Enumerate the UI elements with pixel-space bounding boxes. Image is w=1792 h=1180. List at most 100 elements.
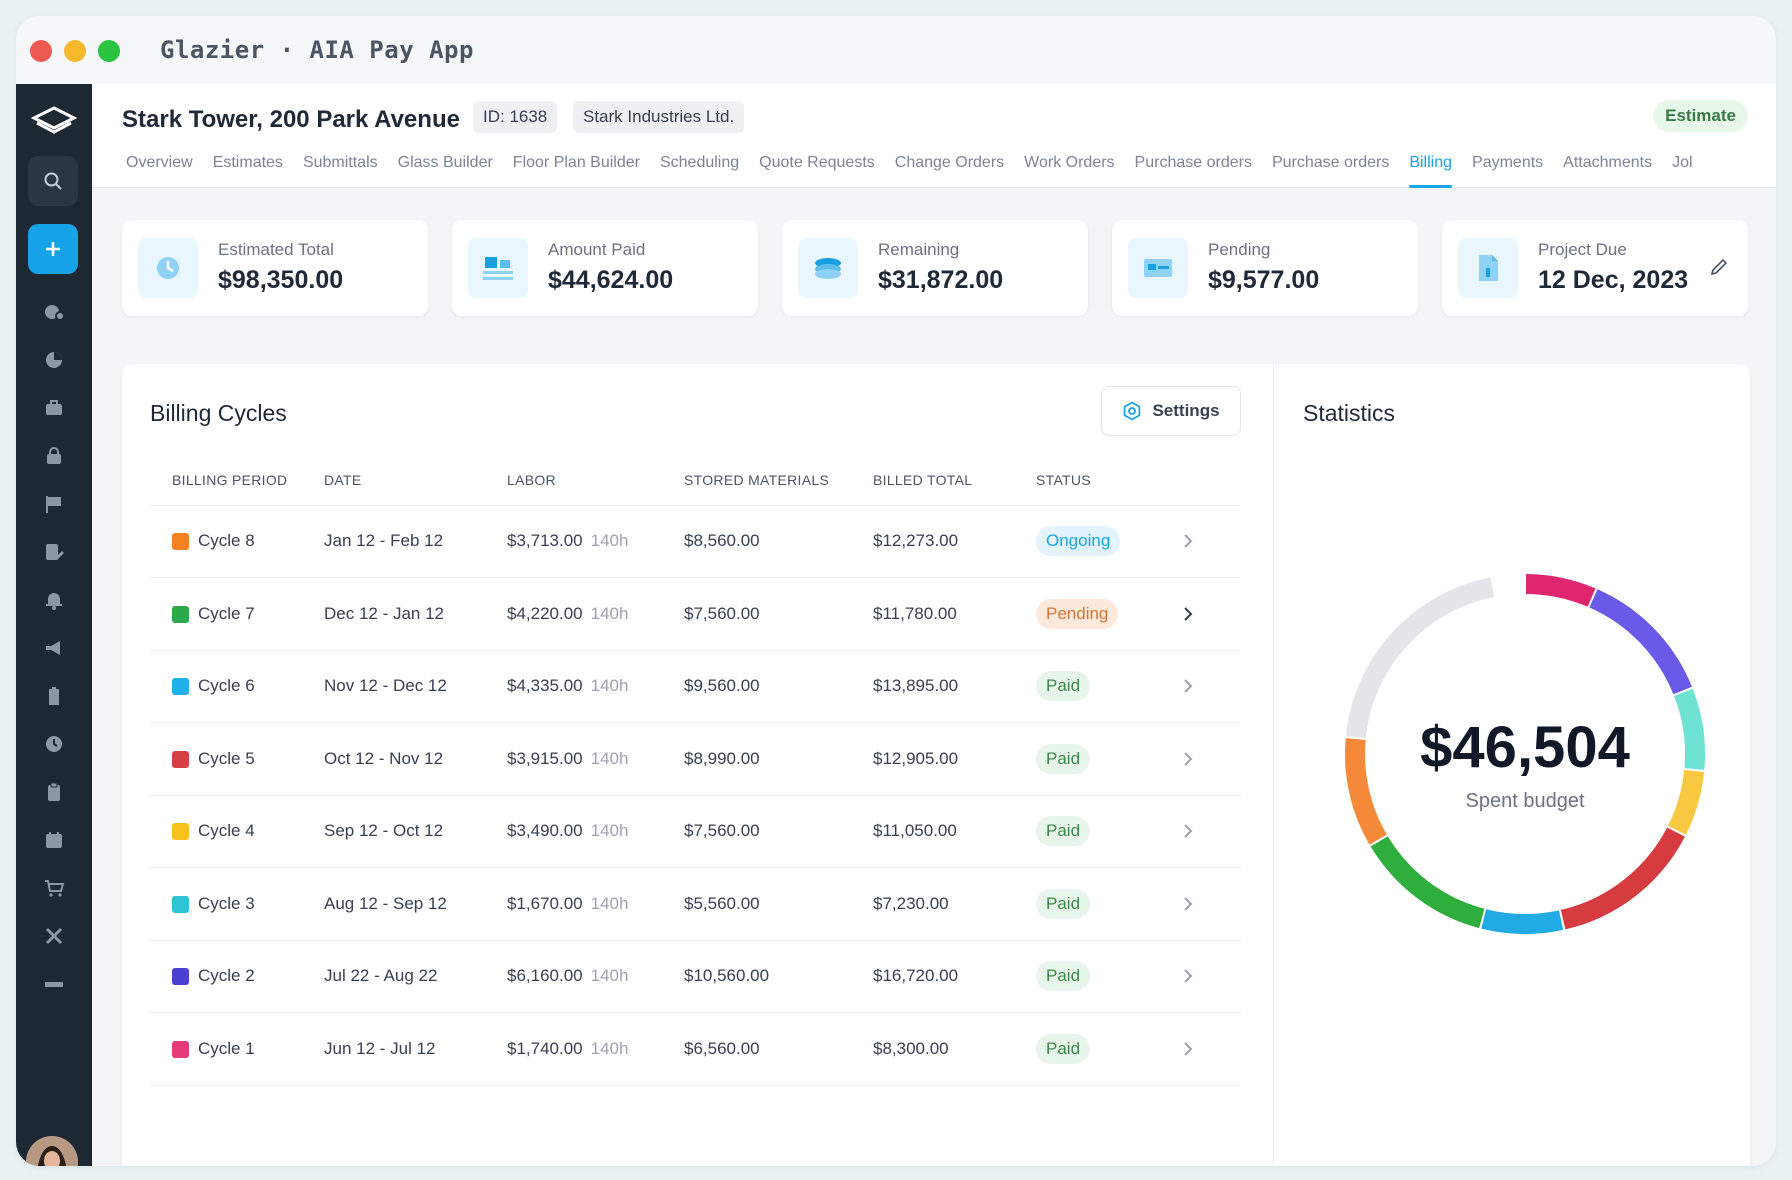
- table-row[interactable]: Cycle 1 Jun 12 - Jul 12 $1,740.00 140h $6,56…: [150, 1014, 1241, 1086]
- clock-icon: [46, 736, 62, 752]
- cycle-color-swatch: [172, 823, 189, 840]
- labor-amount: $3,713.00: [507, 531, 583, 550]
- sidebar-item-building[interactable]: [42, 684, 66, 708]
- table-row[interactable]: Cycle 8 Jan 12 - Feb 12 $3,713.00 140h $8,56…: [150, 506, 1241, 578]
- tab-scheduling[interactable]: Scheduling: [659, 154, 740, 171]
- tab-attachments[interactable]: Attachments: [1563, 154, 1653, 171]
- settings-button[interactable]: Settings: [1101, 386, 1241, 436]
- sidebar-item-orders[interactable]: [42, 876, 66, 900]
- close-window-button[interactable]: [30, 40, 52, 62]
- labor-cell: $4,335.00 140h: [507, 676, 628, 696]
- tab-submittals[interactable]: Submittals: [302, 154, 378, 171]
- chevron-right-icon[interactable]: [1180, 677, 1196, 695]
- labor-amount: $3,915.00: [507, 748, 583, 768]
- summary-cards: Estimated Total $98,350.00 Amount Paid $…: [122, 220, 1750, 316]
- billed-total: $11,780.00: [873, 603, 957, 623]
- col-status[interactable]: STATUS: [1036, 472, 1091, 488]
- tab-change-orders[interactable]: Change Orders: [894, 154, 1005, 171]
- sidebar-item-reports[interactable]: [42, 348, 66, 372]
- sidebar-item-milestones[interactable]: [42, 492, 66, 516]
- cycle-name: Cycle 6: [198, 676, 255, 695]
- tab-glass-builder[interactable]: Glass Builder: [397, 154, 493, 171]
- tab-quote-requests[interactable]: Quote Requests: [759, 154, 875, 171]
- col-billing-period[interactable]: BILLING PERIOD: [172, 472, 288, 488]
- card-label: Amount Paid: [548, 240, 646, 259]
- briefcase-icon: [46, 400, 62, 415]
- document-icon: [1458, 238, 1518, 298]
- tab-purchase-orders[interactable]: Purchase orders: [1134, 154, 1252, 171]
- maximize-window-button[interactable]: [98, 40, 120, 62]
- donut-segment-1[interactable]: [1525, 574, 1596, 607]
- col-stored-materials[interactable]: STORED MATERIALS: [684, 472, 830, 488]
- tab-purchase-orders-2[interactable]: Purchase orders: [1271, 154, 1390, 171]
- cycle-name: Cycle 2: [198, 966, 255, 985]
- statistics-title: Statistics: [1303, 400, 1396, 426]
- project-title: Stark Tower, 200 Park Avenue: [122, 106, 460, 133]
- cycle-date: Sep 12 - Oct 12: [324, 821, 444, 840]
- user-avatar[interactable]: [26, 1136, 78, 1166]
- donut-segment-7[interactable]: [1370, 836, 1485, 929]
- sidebar-item-documents[interactable]: [42, 540, 66, 564]
- cycle-name: Cycle 4: [198, 821, 255, 840]
- cycle-name: Cycle 5: [198, 748, 255, 768]
- col-date[interactable]: DATE: [324, 472, 362, 488]
- cycle-date: Jun 12 - Jul 12: [324, 1038, 436, 1058]
- table-row[interactable]: Cycle 3 Aug 12 - Sep 12 $1,670.00 140h $5,56…: [150, 869, 1241, 941]
- sidebar-item-announcements[interactable]: [42, 636, 66, 660]
- logo-icon[interactable]: [28, 102, 80, 142]
- company-chip[interactable]: Stark Industries Ltd.: [573, 101, 745, 133]
- sidebar-item-tasks[interactable]: [42, 780, 66, 804]
- donut-segment-3[interactable]: [1674, 688, 1705, 770]
- megaphone-icon: [46, 641, 60, 655]
- donut-segment-4[interactable]: [1667, 769, 1705, 835]
- tab-billing[interactable]: Billing: [1409, 148, 1452, 188]
- table-row[interactable]: Cycle 4 Sep 12 - Oct 12 $3,490.00 140h $7,56…: [150, 796, 1241, 868]
- sidebar-item-shop[interactable]: [42, 444, 66, 468]
- tab-overview[interactable]: Overview: [126, 154, 193, 171]
- card-label: Remaining: [878, 240, 960, 259]
- chevron-right-icon[interactable]: [1180, 822, 1196, 840]
- sidebar-item-dashboard[interactable]: [42, 300, 66, 324]
- stored-materials: $9,560.00: [684, 676, 760, 695]
- tab-payments[interactable]: Payments: [1472, 154, 1544, 171]
- cart-icon: [45, 880, 65, 897]
- card-value: $98,350.00: [218, 266, 344, 294]
- table-row[interactable]: Cycle 5 Oct 12 - Nov 12 $3,915.00 140h $8,99…: [150, 724, 1241, 796]
- chevron-right-icon[interactable]: [1180, 605, 1196, 623]
- donut-segment-8[interactable]: [1345, 738, 1387, 845]
- donut-segment-6[interactable]: [1481, 909, 1564, 934]
- labor-cell: $1,740.00 140h: [507, 1039, 628, 1059]
- col-labor[interactable]: LABOR: [507, 472, 556, 488]
- sidebar-item-time[interactable]: [42, 732, 66, 756]
- chevron-right-icon[interactable]: [1180, 895, 1196, 913]
- sidebar-add-button[interactable]: [28, 224, 78, 274]
- chevron-right-icon[interactable]: [1180, 750, 1196, 768]
- tab-floor-plan-builder[interactable]: Floor Plan Builder: [512, 154, 640, 171]
- tab-jobs[interactable]: Jol: [1672, 154, 1693, 171]
- sidebar-item-calendar[interactable]: [42, 828, 66, 852]
- clock-icon: [138, 238, 198, 298]
- col-billed-total[interactable]: BILLED TOTAL: [873, 472, 973, 488]
- chevron-right-icon[interactable]: [1180, 1040, 1196, 1058]
- labor-hours: 140h: [590, 603, 629, 623]
- chevron-right-icon[interactable]: [1180, 532, 1196, 550]
- sidebar-item-tools[interactable]: [42, 924, 66, 948]
- donut-segment-9[interactable]: [1345, 577, 1495, 739]
- donut-segment-5[interactable]: [1560, 827, 1685, 930]
- edit-due-date-button[interactable]: [1708, 256, 1730, 278]
- tab-estimates[interactable]: Estimates: [212, 154, 283, 171]
- sidebar-item-projects[interactable]: [42, 396, 66, 420]
- table-row[interactable]: Cycle 6 Nov 12 - Dec 12 $4,335.00 140h $9,56…: [150, 651, 1241, 723]
- cycle-color-swatch: [172, 678, 189, 695]
- donut-segment-2[interactable]: [1589, 589, 1692, 695]
- table-row[interactable]: Cycle 7 Dec 12 - Jan 12 $4,220.00 140h $7,56…: [150, 579, 1241, 651]
- sidebar-item-ruler[interactable]: [42, 972, 66, 996]
- sidebar-item-notifications[interactable]: [42, 588, 66, 612]
- table-row[interactable]: Cycle 2 Jul 22 - Aug 22 $6,160.00 140h $10,5…: [150, 941, 1241, 1013]
- billed-total: $7,230.00: [873, 893, 949, 913]
- chevron-right-icon[interactable]: [1180, 967, 1196, 985]
- tab-work-orders[interactable]: Work Orders: [1024, 154, 1115, 171]
- billing-panel: Billing Cycles Settings Statistics BILLI…: [122, 364, 1750, 1166]
- sidebar-search-button[interactable]: [28, 156, 78, 206]
- minimize-window-button[interactable]: [64, 40, 86, 62]
